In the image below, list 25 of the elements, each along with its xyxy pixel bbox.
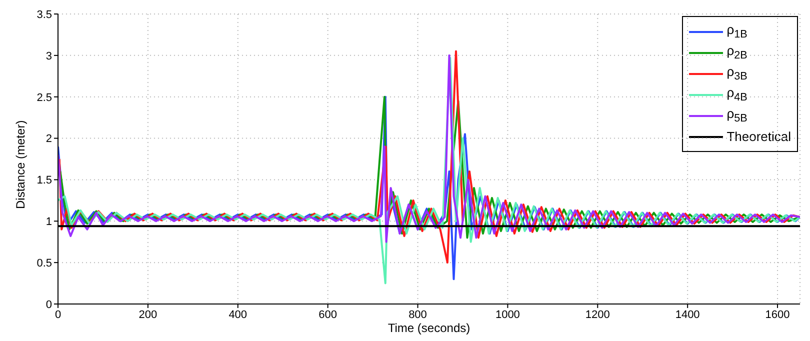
legend-label: ρ$_{5B}$: [726, 106, 748, 125]
x-tick-label: 0: [54, 308, 62, 321]
x-tick-label: 1000: [495, 308, 520, 321]
x-tick-label: 400: [228, 308, 248, 321]
legend-label: Theoretical: [726, 129, 791, 144]
legend-label: ρ$_{4B}$: [726, 85, 748, 104]
x-tick-label: 600: [318, 308, 337, 321]
y-tick-label: 1: [46, 216, 52, 228]
y-tick-label: 0: [46, 298, 52, 311]
x-tick-label: 200: [138, 308, 158, 321]
y-tick-label: 1.5: [36, 174, 52, 187]
y-tick-label: 2: [46, 133, 52, 146]
x-tick-label: 1200: [585, 308, 610, 321]
x-axis-title: Time (seconds): [388, 321, 470, 335]
y-tick-label: 2.5: [36, 92, 52, 104]
x-tick-label: 800: [408, 308, 427, 321]
y-tick-label: 0.5: [36, 257, 52, 270]
y-tick-label: 3.5: [36, 8, 52, 21]
y-axis-title: Distance (meter): [13, 120, 28, 209]
y-tick-label: 3: [46, 50, 52, 62]
x-tick-label: 1600: [765, 308, 790, 321]
legend-label: ρ$_{1B}$: [726, 22, 748, 41]
legend-label: ρ$_{2B}$: [726, 43, 748, 62]
x-tick-label: 1400: [675, 308, 700, 321]
legend-label: ρ$_{3B}$: [726, 64, 748, 83]
